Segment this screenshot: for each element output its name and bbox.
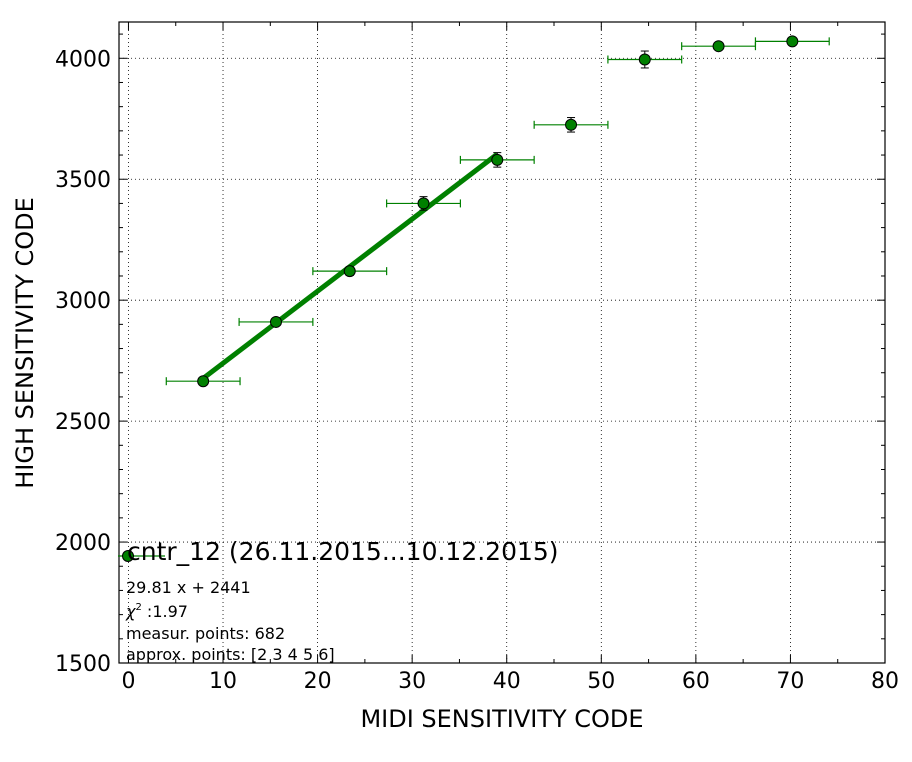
x-tick-label: 10 (209, 669, 237, 694)
data-point (565, 118, 578, 131)
fit-equation-text: 29.81 x + 2441 (126, 578, 251, 597)
measur-points-text: measur. points: 682 (126, 624, 285, 643)
legend-label: cntr_12 (26.11.2015...10.12.2015) (127, 537, 559, 566)
x-tick-label: 30 (398, 669, 426, 694)
data-point (343, 265, 356, 278)
y-tick-label: 2000 (55, 531, 111, 556)
fit-info-annotations: 29.81 x + 2441 χ2 :1.97 measur. points: … (125, 578, 335, 664)
data-point (197, 375, 210, 388)
data-point (712, 40, 725, 53)
data-point (491, 153, 504, 166)
y-axis-label: HIGH SENSITIVITY CODE (11, 197, 39, 489)
data-point (786, 35, 799, 48)
x-tick-label: 50 (587, 669, 615, 694)
plot-frame (118, 21, 886, 664)
points-layer (197, 35, 799, 388)
approx-points-text: approx. points: [2 3 4 5 6] (126, 645, 335, 664)
y-tick-label: 3000 (55, 289, 111, 314)
tick-labels-layer: 0 10 20 30 40 50 60 70 80 1500 2000 2500 3000 3500 400… (55, 47, 899, 694)
chi2-exponent: 2 (135, 602, 141, 613)
data-point (638, 53, 651, 66)
x-axis-label: MIDI SENSITIVITY CODE (360, 705, 643, 733)
y-tick-label: 4000 (55, 47, 111, 72)
x-tick-label: 70 (776, 669, 804, 694)
data-point (269, 315, 282, 328)
x-tick-label: 0 (121, 669, 135, 694)
legend: cntr_12 (26.11.2015...10.12.2015) (118, 537, 559, 566)
chi2-symbol: χ (125, 602, 136, 621)
legend-marker (122, 550, 134, 562)
x-tick-label: 40 (493, 669, 521, 694)
x-tick-label: 20 (304, 669, 332, 694)
y-tick-label: 3500 (55, 168, 111, 193)
x-tick-label: 80 (871, 669, 899, 694)
y-tick-label: 1500 (55, 652, 111, 677)
data-point (417, 197, 430, 210)
ticks-layer (119, 22, 886, 664)
y-tick-label: 2500 (55, 410, 111, 435)
grid-layer (119, 22, 886, 663)
chi2-value: :1.97 (142, 602, 188, 621)
chi2-text: χ2 :1.97 (125, 602, 188, 621)
x-tick-label: 60 (682, 669, 710, 694)
